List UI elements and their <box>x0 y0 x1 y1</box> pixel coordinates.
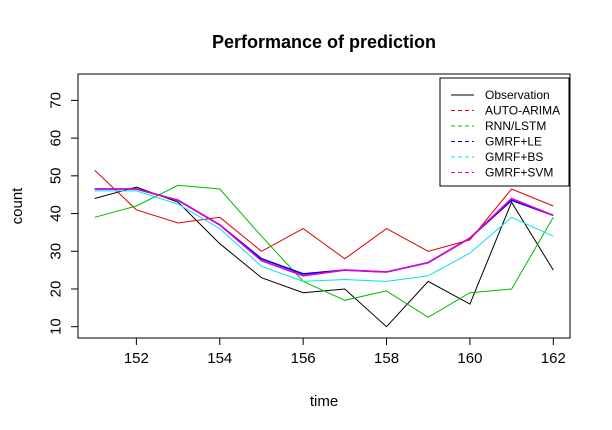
y-tick-label: 40 <box>48 205 65 222</box>
x-tick-label: 156 <box>291 350 316 367</box>
x-tick-label: 160 <box>457 350 482 367</box>
x-tick-label: 154 <box>207 350 232 367</box>
legend-label-gmrf-svm: GMRF+SVM <box>485 166 553 180</box>
legend-label-auto-arima: AUTO-ARIMA <box>485 104 560 118</box>
legend-label-observation: Observation <box>485 88 550 102</box>
chart-title: Performance of prediction <box>212 32 436 52</box>
series-line-gmrf-bs <box>94 190 554 282</box>
y-tick-label: 30 <box>48 243 65 260</box>
legend: ObservationAUTO-ARIMARNN/LSTMGMRF+LEGMRF… <box>439 77 570 187</box>
x-axis: 152 154 156 158 160 162 <box>124 337 566 367</box>
y-axis-label: count <box>9 187 26 225</box>
y-tick-label: 10 <box>48 318 65 335</box>
series-line-rnn-lstm <box>94 184 554 318</box>
y-tick-label: 70 <box>48 92 65 109</box>
legend-label-gmrf-bs: GMRF+BS <box>485 150 543 164</box>
x-tick-label: 158 <box>374 350 399 367</box>
x-tick-label: 162 <box>541 350 566 367</box>
legend-label-gmrf-le: GMRF+LE <box>485 135 542 149</box>
y-tick-label: 50 <box>48 167 65 184</box>
y-tick-label: 20 <box>48 281 65 298</box>
legend-box <box>439 77 570 187</box>
y-tick-label: 60 <box>48 130 65 147</box>
series-line-gmrf-svm <box>94 188 554 277</box>
series-line-gmrf-le <box>94 188 554 275</box>
x-tick-label: 152 <box>124 350 149 367</box>
series-line-observation <box>94 186 554 328</box>
series-layer <box>94 169 554 328</box>
legend-label-rnn-lstm: RNN/LSTM <box>485 119 546 133</box>
y-axis: 10 20 30 40 50 60 70 <box>48 92 79 335</box>
x-axis-label: time <box>310 393 338 410</box>
